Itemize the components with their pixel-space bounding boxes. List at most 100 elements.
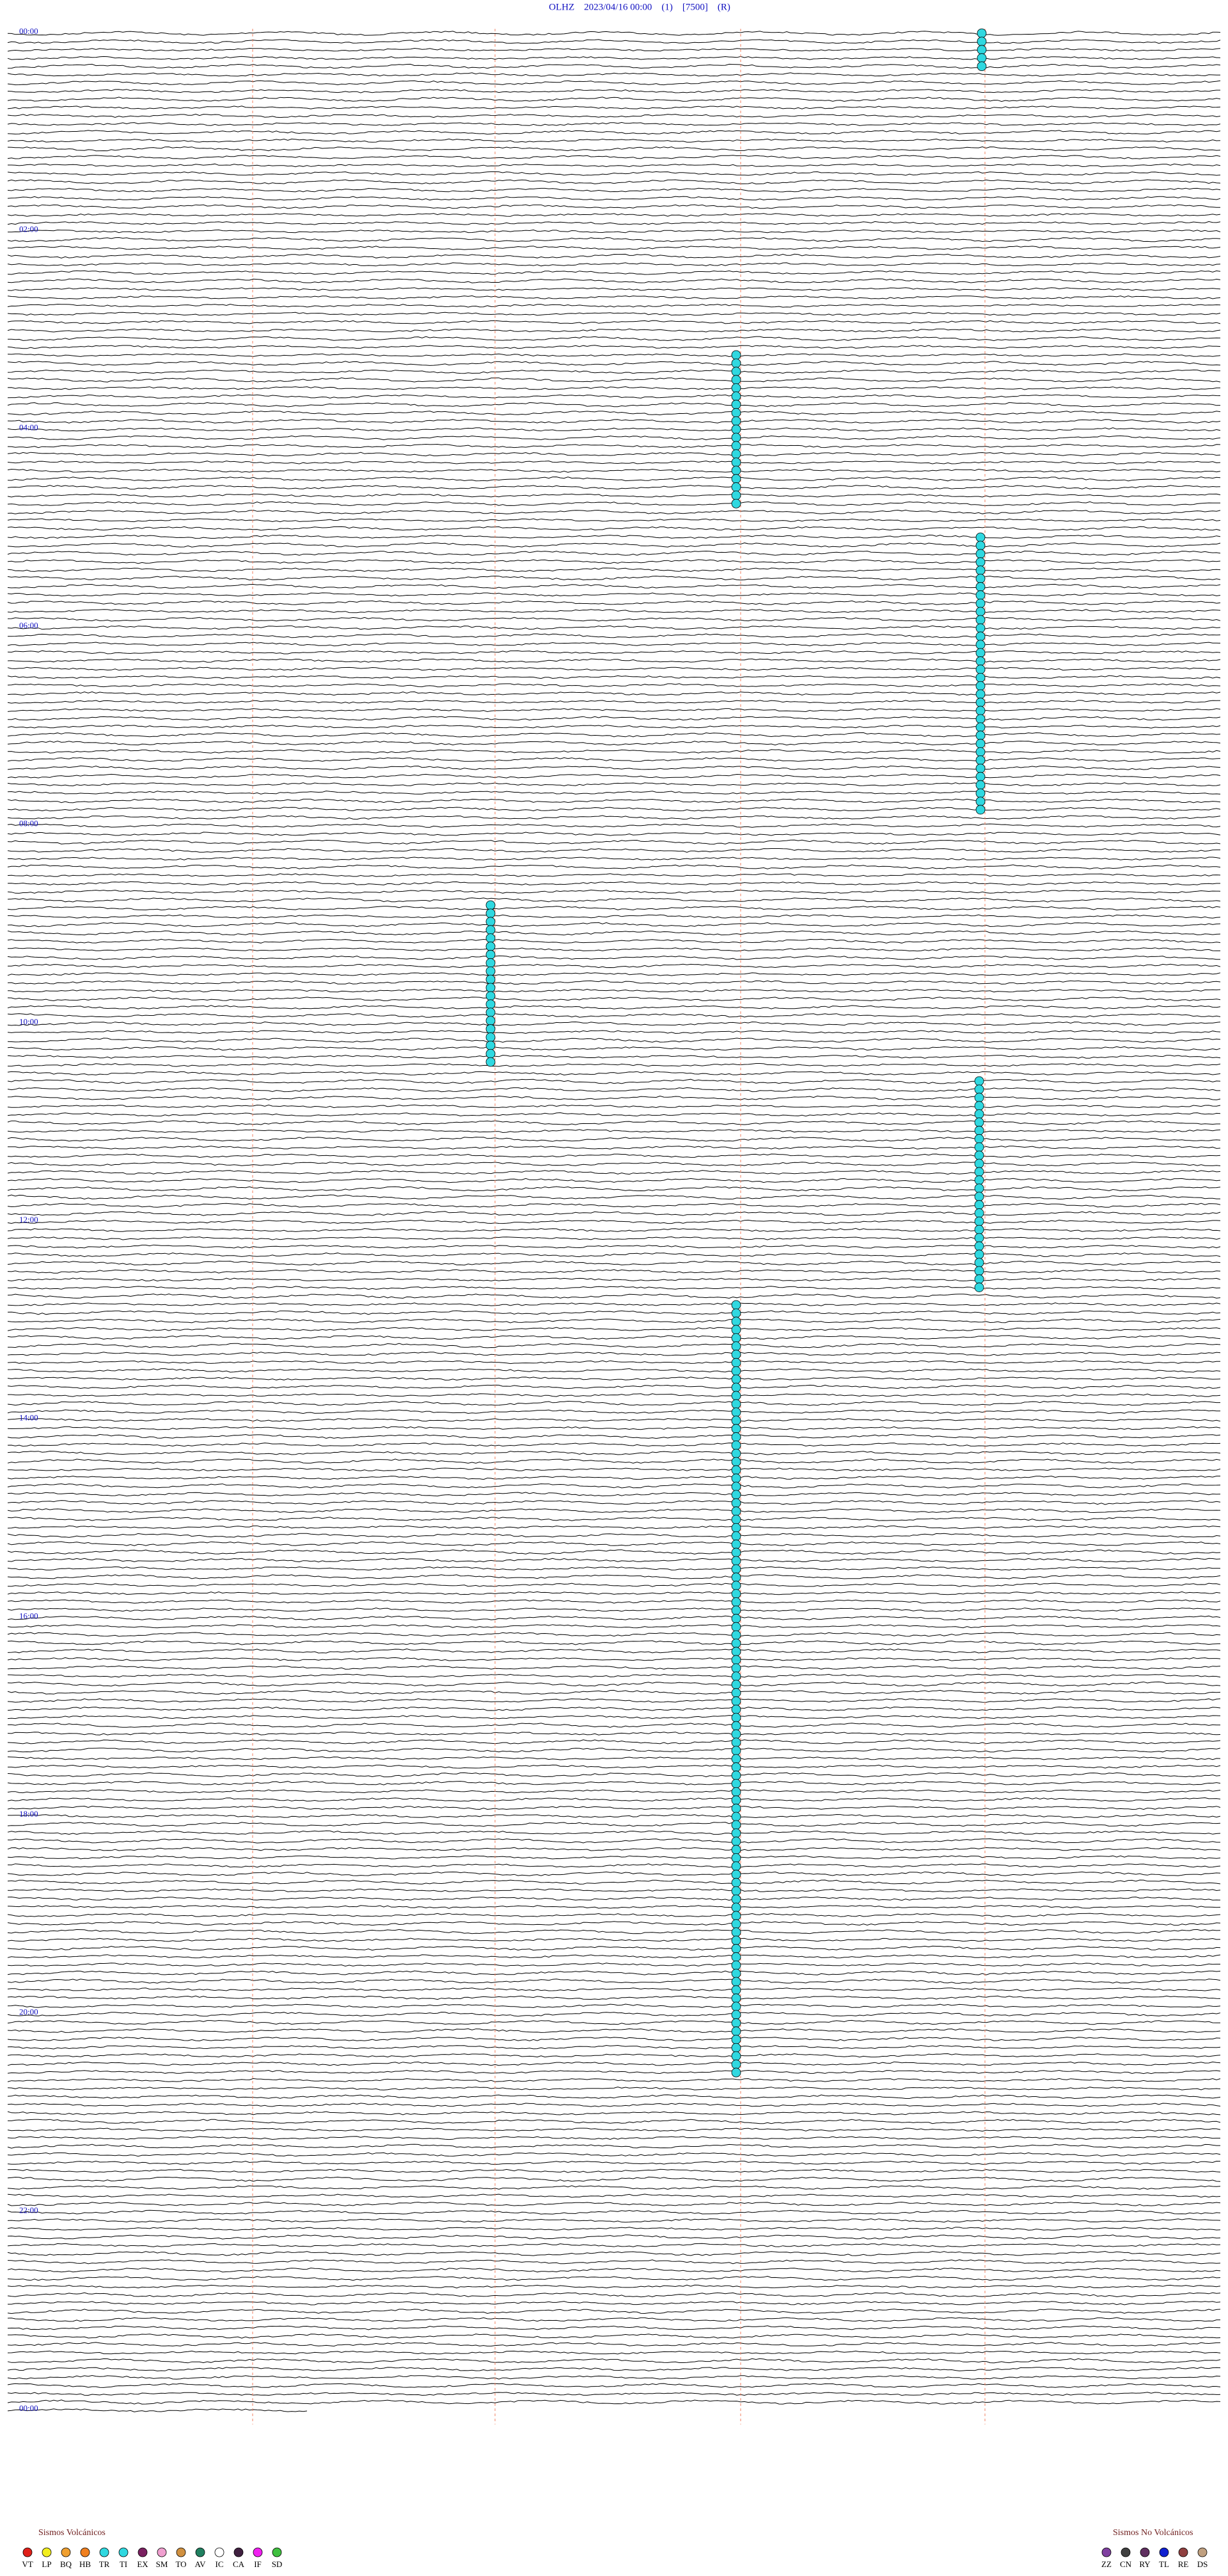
trace — [7, 1236, 1221, 1240]
event-marker — [731, 1861, 741, 1871]
trace — [7, 2392, 1221, 2396]
trace — [7, 592, 1221, 597]
event-marker — [974, 1167, 984, 1177]
trace — [7, 204, 1220, 209]
trace — [7, 559, 1221, 564]
trace — [7, 1863, 1221, 1868]
trace — [7, 757, 1221, 762]
trace — [7, 2317, 1220, 2322]
event-marker — [731, 1498, 741, 1508]
trace — [7, 1377, 1221, 1381]
trace — [7, 815, 1221, 820]
trace — [7, 600, 1221, 605]
trace — [7, 1277, 1221, 1282]
trace — [7, 1368, 1221, 1373]
trace — [7, 2011, 1221, 2017]
trace — [7, 1830, 1221, 1835]
trace — [7, 542, 1221, 548]
trace — [7, 1615, 1221, 1621]
legend-code: LP — [42, 2559, 51, 2569]
event-marker — [731, 1440, 741, 1450]
trace — [7, 179, 1221, 185]
event-marker — [731, 1572, 741, 1583]
trace — [7, 196, 1221, 201]
legend-swatch — [1101, 2547, 1112, 2557]
trace — [7, 1938, 1221, 1942]
trace — [7, 1929, 1221, 1934]
trace — [7, 839, 1221, 845]
event-marker — [731, 1680, 741, 1689]
event-marker — [977, 28, 987, 38]
trace — [7, 2036, 1221, 2042]
event-marker — [485, 999, 496, 1009]
trace — [7, 1169, 1221, 1175]
event-marker — [731, 1762, 741, 1772]
trace — [7, 2185, 1221, 2190]
trace — [7, 2136, 1220, 2140]
trace — [7, 1632, 1221, 1637]
event-marker — [731, 383, 741, 393]
event-marker — [975, 648, 986, 658]
event-marker — [975, 731, 986, 741]
trace — [7, 221, 1221, 225]
event-marker — [731, 375, 741, 385]
event-marker — [731, 1869, 741, 1879]
trace — [7, 2169, 1221, 2173]
trace — [7, 237, 1221, 242]
hour-label: 06:00 — [19, 620, 38, 630]
event-marker — [485, 991, 496, 1001]
legend-swatch — [22, 2547, 33, 2557]
trace — [7, 80, 1221, 86]
event-marker — [731, 1407, 741, 1418]
trace — [8, 947, 1220, 952]
trace — [7, 394, 1221, 399]
event-marker — [731, 2051, 741, 2061]
trace — [7, 1500, 1221, 1505]
trace — [7, 1987, 1221, 1991]
event-marker — [975, 598, 986, 608]
trace — [7, 278, 1221, 283]
event-marker — [975, 706, 986, 716]
trace — [7, 113, 1221, 118]
event-marker — [974, 1109, 984, 1119]
event-marker — [974, 1150, 984, 1160]
trace — [7, 798, 1221, 803]
trace — [7, 1574, 1221, 1579]
trace — [7, 2408, 308, 2413]
event-marker — [974, 1183, 984, 1194]
trace — [8, 1343, 1221, 1348]
trace — [7, 2069, 1221, 2074]
trace — [7, 2103, 1221, 2107]
event-marker — [731, 1737, 741, 1748]
event-marker — [485, 933, 496, 944]
event-marker — [975, 681, 986, 691]
trace — [7, 1013, 1221, 1018]
trace — [7, 667, 1221, 671]
event-marker — [731, 1985, 741, 1995]
event-marker — [731, 1316, 741, 1327]
event-marker — [731, 367, 741, 377]
legend-swatch — [176, 2547, 186, 2557]
trace — [7, 1970, 1221, 1975]
event-marker — [975, 541, 986, 551]
legend-code: TO — [175, 2559, 186, 2569]
trace — [7, 1756, 1221, 1760]
trace — [7, 650, 1221, 654]
trace — [7, 427, 1221, 432]
event-marker — [975, 574, 986, 583]
event-marker — [731, 1977, 741, 1987]
trace — [7, 312, 1221, 316]
trace — [7, 1789, 1221, 1794]
trace — [7, 1095, 1221, 1100]
legend-code: RY — [1139, 2559, 1151, 2569]
trace — [7, 2227, 1221, 2231]
trace — [7, 468, 1221, 473]
legend-code: IF — [254, 2559, 262, 2569]
trace — [7, 930, 1221, 936]
trace — [8, 1146, 1221, 1150]
event-marker — [731, 1952, 741, 1962]
trace — [7, 1269, 1221, 1274]
trace — [8, 163, 1221, 168]
event-marker — [731, 1853, 741, 1863]
trace — [7, 1475, 1220, 1480]
